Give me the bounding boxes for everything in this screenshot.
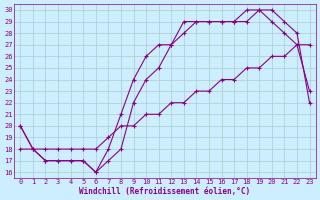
X-axis label: Windchill (Refroidissement éolien,°C): Windchill (Refroidissement éolien,°C) [79,187,251,196]
